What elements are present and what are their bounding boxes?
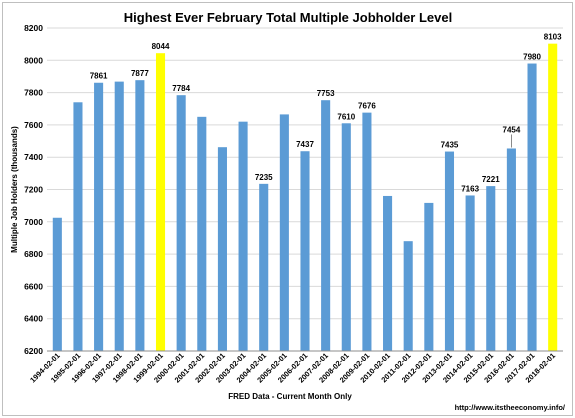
bar — [383, 195, 393, 351]
y-tick-label: 8000 — [24, 55, 43, 65]
bar — [176, 95, 186, 352]
data-label: 7454 — [503, 125, 521, 134]
data-label: 7753 — [317, 89, 335, 98]
y-axis-label: Multiple Job Holders (thousands) — [10, 126, 19, 253]
bar — [259, 183, 269, 351]
data-label: 7877 — [131, 69, 149, 78]
y-tick-label: 7600 — [24, 120, 43, 130]
bar — [506, 148, 516, 351]
y-tick-label: 6400 — [24, 314, 43, 324]
y-tick-label: 7800 — [24, 88, 43, 98]
data-label: 7235 — [255, 173, 273, 182]
data-label: 7437 — [296, 140, 314, 149]
bar — [341, 123, 351, 351]
bar-chart: Highest Ever February Total Multiple Job… — [10, 10, 566, 412]
bar — [527, 63, 537, 351]
data-label: 7435 — [441, 141, 459, 150]
x-axis-label: FRED Data - Current Month Only — [228, 392, 352, 401]
bar — [279, 114, 289, 351]
data-label: 7980 — [523, 53, 541, 62]
bar — [114, 81, 124, 352]
data-label: 7784 — [172, 84, 190, 93]
bar — [197, 116, 207, 351]
data-label: 7221 — [482, 175, 500, 184]
data-label: 7861 — [90, 72, 108, 81]
data-label: 7610 — [337, 112, 355, 121]
bar — [486, 186, 496, 351]
bar — [135, 80, 145, 352]
bar — [321, 100, 331, 352]
y-tick-label: 7400 — [24, 152, 43, 162]
bar — [300, 151, 310, 351]
y-tick-label: 7000 — [24, 217, 43, 227]
bar — [217, 147, 227, 351]
bar — [444, 151, 455, 351]
bar — [362, 112, 372, 351]
data-label: 8103 — [544, 33, 562, 42]
bar — [52, 217, 62, 351]
y-tick-label: 8200 — [24, 23, 43, 33]
source-credit: http://www.itstheeconomy.info/ — [455, 403, 566, 412]
bar — [548, 43, 558, 352]
bar — [238, 121, 248, 351]
bar — [73, 102, 83, 351]
y-tick-label: 6800 — [24, 249, 43, 259]
bar — [155, 53, 166, 351]
bars — [52, 43, 558, 352]
bar — [465, 195, 475, 351]
data-label: 7676 — [358, 102, 376, 111]
bar — [403, 241, 413, 351]
data-label: 8044 — [152, 42, 170, 51]
x-axis-ticks: 1994-02-011995-02-011996-02-011997-02-01… — [28, 351, 557, 384]
data-label: 7163 — [461, 184, 479, 193]
y-tick-label: 6200 — [24, 346, 43, 356]
bar — [94, 82, 104, 351]
chart-title: Highest Ever February Total Multiple Job… — [124, 10, 452, 25]
y-tick-label: 7200 — [24, 185, 43, 195]
y-tick-label: 6600 — [24, 281, 43, 291]
y-axis-ticks: 6200 6400 6600 6800 7000 7200 7400 7600 7800 8000… — [24, 23, 43, 356]
bar — [424, 202, 434, 351]
